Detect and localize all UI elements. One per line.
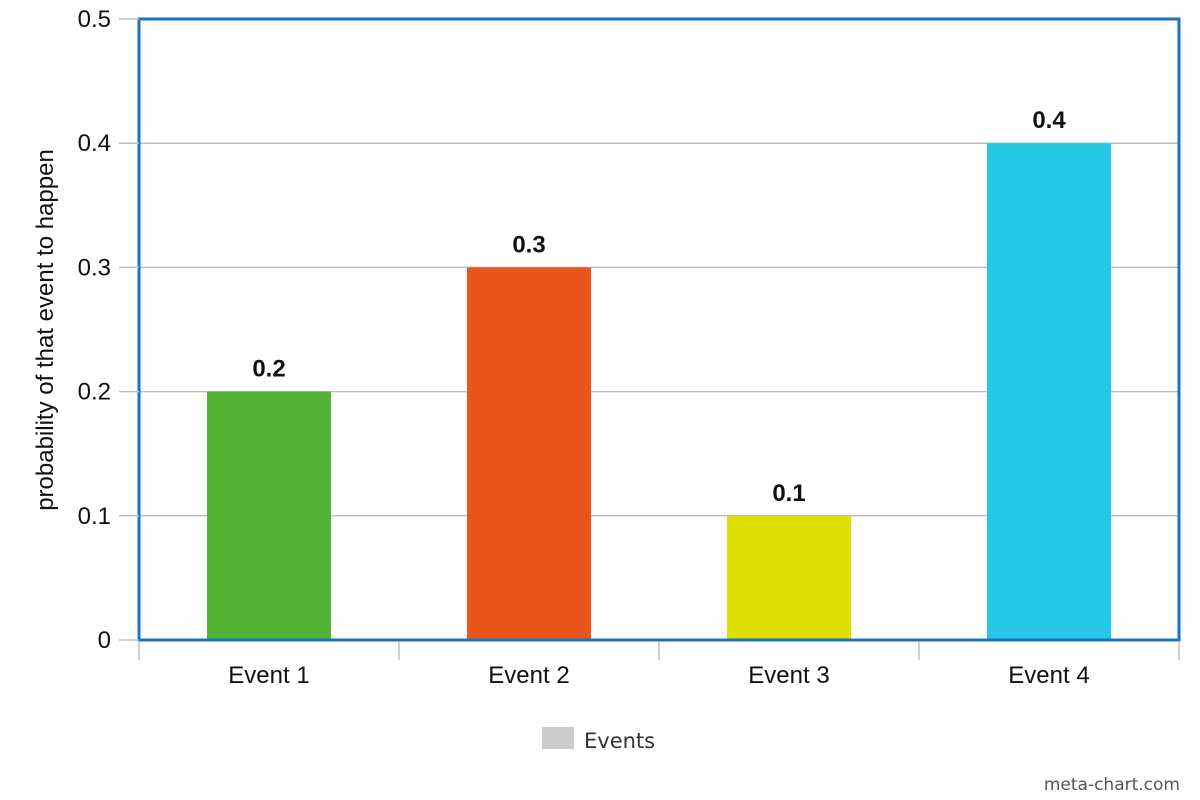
y-tick-label: 0.3 <box>78 254 111 281</box>
watermark: meta-chart.com <box>1044 775 1180 795</box>
y-tick-label: 0.1 <box>78 503 111 530</box>
bar[interactable] <box>467 267 591 640</box>
bars <box>207 143 1111 640</box>
data-label: 0.1 <box>772 480 805 507</box>
bar[interactable] <box>727 515 851 640</box>
data-label: 0.2 <box>252 356 285 383</box>
legend-swatch-events <box>542 727 574 749</box>
x-category-label: Event 2 <box>488 662 569 689</box>
data-label: 0.4 <box>1032 107 1066 134</box>
plot-border <box>137 17 1181 642</box>
y-axis-ticks: 0 0.1 0.2 0.3 0.4 0.5 <box>78 6 139 654</box>
bar[interactable] <box>987 143 1111 640</box>
x-axis-categories: Event 1 Event 2 Event 3 Event 4 <box>138 642 1180 689</box>
legend[interactable]: Events <box>542 727 655 753</box>
y-axis-title: probability of that event to happen <box>32 149 59 511</box>
y-tick-label: 0 <box>98 627 111 654</box>
y-tick-label: 0.4 <box>78 130 111 157</box>
plot-frame <box>137 17 1181 642</box>
x-category-label: Event 3 <box>748 662 829 689</box>
data-labels: 0.2 0.3 0.1 0.4 <box>252 107 1066 507</box>
bar[interactable] <box>207 391 331 640</box>
x-category-label: Event 4 <box>1008 662 1089 689</box>
legend-label-events: Events <box>584 729 655 753</box>
y-tick-label: 0.2 <box>78 379 111 406</box>
data-label: 0.3 <box>512 231 545 258</box>
x-category-label: Event 1 <box>228 662 309 689</box>
y-tick-label: 0.5 <box>78 6 111 33</box>
